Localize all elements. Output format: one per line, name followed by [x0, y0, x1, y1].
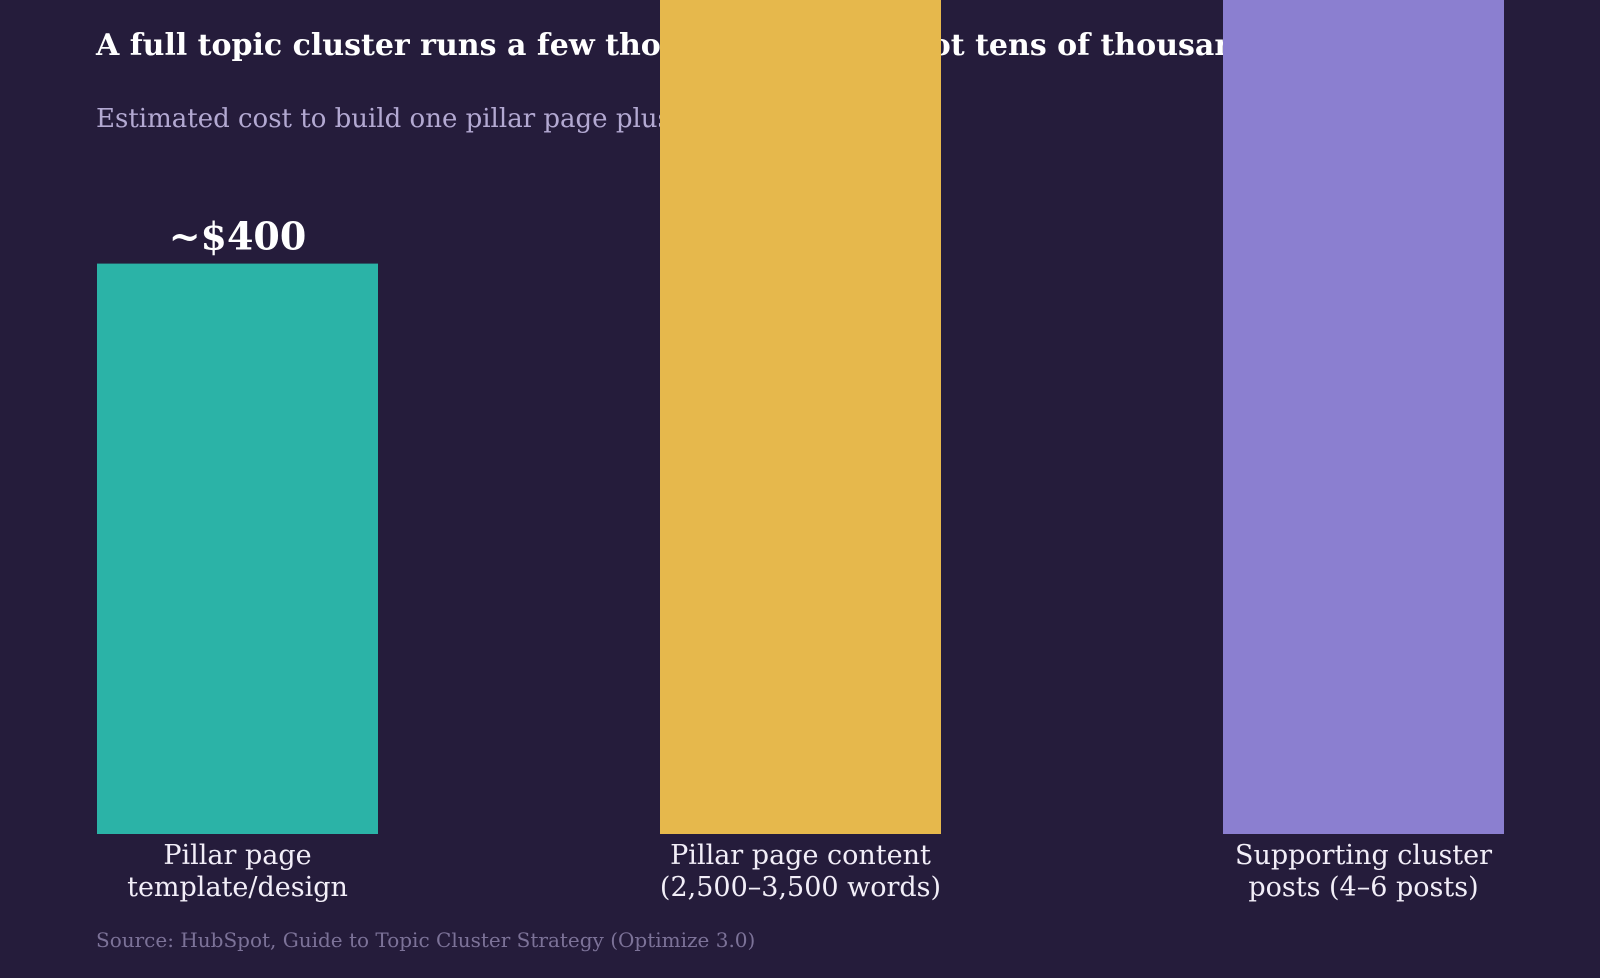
category-label-line: Pillar page content [670, 840, 931, 871]
category-label-2: Pillar page content (2,500–3,500 words) [660, 840, 941, 903]
category-label-line: template/design [127, 872, 348, 903]
bar-2 [660, 0, 941, 834]
bar-value-label-1: ~$400 [169, 214, 307, 259]
category-label-1: Pillar page template/design [127, 840, 348, 903]
category-label-line: (2,500–3,500 words) [660, 872, 941, 903]
category-label-line: posts (4–6 posts) [1248, 872, 1478, 903]
category-label-line: Pillar page [163, 840, 311, 871]
bar-3 [1223, 0, 1504, 834]
source-note: Source: HubSpot, Guide to Topic Cluster … [96, 928, 756, 952]
category-label-3: Supporting cluster posts (4–6 posts) [1235, 840, 1492, 903]
bar-1 [97, 263, 378, 835]
category-label-line: Supporting cluster [1235, 840, 1492, 871]
